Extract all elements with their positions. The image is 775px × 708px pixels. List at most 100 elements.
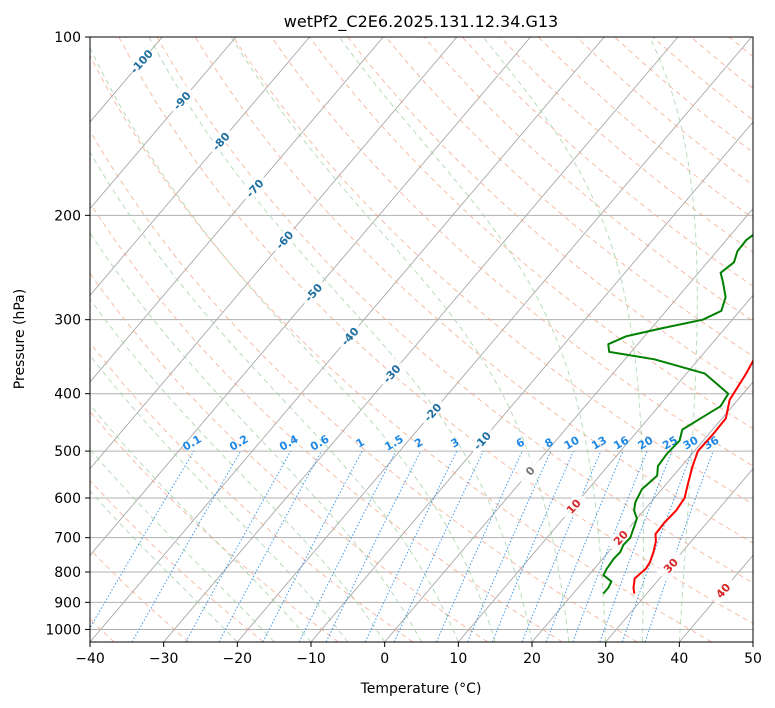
dry-adiabat-line	[90, 548, 190, 642]
mixing-ratio-line	[467, 450, 552, 642]
moist-adiabat-line	[230, 37, 570, 642]
isotherm-line	[90, 37, 384, 383]
mixing-ratio-line	[572, 450, 648, 642]
isotherm-label: -100	[128, 47, 156, 76]
isotherm-label-bg	[298, 277, 328, 307]
isotherm-line	[90, 37, 237, 210]
mixing-ratio-line	[364, 450, 458, 642]
mixing-ratio-line	[262, 450, 363, 642]
dry-adiabat-line	[90, 272, 488, 642]
mixing-ratio-line	[90, 450, 195, 629]
dry-adiabat-line	[90, 202, 563, 642]
moist-adiabat-line	[90, 354, 349, 642]
mixing-ratio-line	[644, 450, 714, 642]
mixing-ratio-label: 0.4	[277, 432, 301, 453]
dry-adiabat-line	[232, 37, 753, 505]
dry-adiabat-line	[194, 37, 753, 544]
x-tick-label: 40	[670, 651, 688, 667]
mixing-ratio-label: 6	[514, 435, 527, 450]
dry-adiabat-line	[156, 37, 753, 584]
moist-adiabat-line	[148, 37, 533, 642]
x-tick-label: 0	[380, 651, 389, 667]
moist-adiabat-line	[90, 403, 312, 642]
isotherm-label-bg	[418, 397, 447, 427]
dry-adiabat-line	[90, 479, 264, 642]
moist-adiabat-line	[649, 37, 698, 642]
isotherm-line	[163, 37, 679, 642]
isotherm-label-bg	[126, 46, 156, 76]
x-tick-label: 10	[449, 651, 467, 667]
y-tick-label: 700	[54, 531, 81, 547]
moist-adiabat-line	[90, 448, 275, 642]
mixing-ratio-line	[393, 450, 484, 642]
x-tick-label: −20	[223, 651, 253, 667]
y-tick-label: 900	[54, 595, 81, 611]
mixing-ratio-line	[298, 450, 397, 642]
moist-adiabat-line	[90, 151, 459, 642]
moist-adiabat-line	[90, 490, 238, 642]
x-tick-label: −40	[75, 651, 105, 667]
mixing-ratio-label: 0.6	[308, 432, 332, 453]
y-axis-label: Pressure (hPa)	[12, 289, 28, 389]
moist-adiabat-line	[90, 298, 386, 642]
mixing-ratio-line	[131, 450, 242, 642]
moist-adiabat-line	[90, 46, 496, 642]
dry-adiabat-line	[499, 37, 753, 253]
mixing-ratio-line	[521, 450, 602, 642]
y-tick-label: 1000	[45, 622, 81, 638]
dry-adiabat-line	[767, 37, 775, 642]
isotherm-label-bg	[708, 575, 737, 606]
isotherm-label-bg	[167, 85, 196, 115]
isotherm-label-bg	[206, 126, 235, 156]
mixing-ratio-line	[599, 450, 673, 642]
mixing-ratio-line	[491, 450, 574, 642]
isotherm-label-bg	[269, 224, 299, 255]
y-tick-label: 400	[54, 387, 81, 403]
dry-adiabat-line	[90, 129, 638, 642]
dry-adiabat-line	[652, 37, 753, 121]
x-tick-label: 50	[744, 651, 762, 667]
y-tick-label: 100	[54, 30, 81, 46]
isotherm-label-bg	[606, 522, 635, 553]
isotherm-line	[752, 641, 753, 642]
mixing-ratio-line	[218, 450, 322, 642]
isotherm-label-bg	[656, 550, 685, 580]
x-tick-label: 30	[597, 651, 615, 667]
dry-adiabat-line	[309, 37, 753, 430]
moist-adiabat-line	[338, 37, 607, 642]
dewpoint-profile-line	[602, 233, 753, 595]
isotherm-label-bg	[467, 425, 497, 456]
isotherm-line	[605, 467, 753, 642]
isotherm-line	[384, 207, 753, 642]
axes: −40 −30 −20 −10 0 10 20 30 40 50 1000 900 800 700 600 5…	[45, 30, 762, 667]
isotherm-line	[90, 37, 310, 297]
isotherm-label-bg	[335, 321, 364, 351]
isotherm-label-bg	[558, 491, 588, 521]
plot-frame	[89, 36, 754, 643]
mixing-ratio-line	[185, 450, 292, 642]
dry-adiabat-line	[537, 37, 753, 219]
isotherm-label-bg	[240, 173, 269, 203]
moist-adiabat-line	[90, 232, 422, 642]
mixing-ratio-label: 3	[448, 436, 461, 451]
mixing-ratio-label: 30	[681, 433, 701, 452]
mixing-ratio-label: 16	[611, 433, 631, 452]
mixing-ratio-label: 10	[562, 433, 582, 452]
x-axis-label: Temperature (°C)	[360, 681, 482, 697]
dry-adiabat-line	[347, 37, 753, 393]
dry-adiabat-line	[90, 342, 414, 642]
x-tick-label: 20	[523, 651, 541, 667]
dry-adiabat-line	[90, 54, 712, 642]
dry-adiabat-line	[690, 37, 753, 89]
isotherm-label-bg	[377, 358, 406, 389]
isotherm-line	[457, 294, 753, 642]
mixing-ratio-line	[621, 450, 693, 642]
isotherm-label-bg	[515, 455, 544, 486]
dry-adiabat-line	[728, 37, 753, 58]
mixing-ratio-line	[545, 450, 624, 642]
mixing-ratio-label: 1	[354, 436, 367, 451]
isotherm-line	[236, 37, 752, 642]
mixing-ratio-label: 0.2	[227, 433, 250, 454]
y-tick-label: 600	[54, 491, 81, 507]
